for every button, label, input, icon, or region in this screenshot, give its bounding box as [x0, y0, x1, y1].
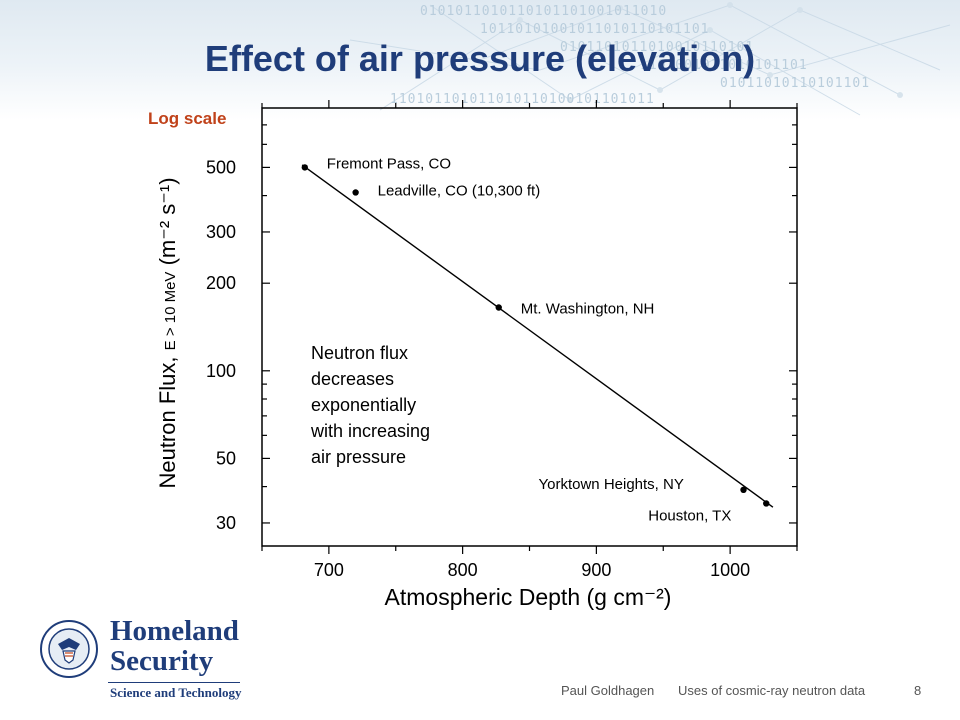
exponential-fit-line — [301, 164, 774, 508]
y-tick-label: 100 — [206, 361, 236, 381]
annotation-line: with increasing — [311, 421, 431, 441]
plot-frame — [261, 107, 798, 547]
y-axis-label-sub: E > 10 MeV — [162, 271, 179, 351]
network-pattern-graphic — [349, 2, 951, 116]
data-point — [352, 189, 359, 196]
data-point-label: Yorktown Heights, NY — [539, 476, 684, 493]
y-tick-label: 500 — [206, 157, 236, 177]
brand-wordmark: Homeland Security — [110, 616, 239, 676]
data-point-label: Mt. Washington, NH — [521, 301, 655, 318]
dhs-seal-icon — [40, 620, 98, 678]
binary-decoration: 110101101011010110100101101011 — [390, 92, 655, 107]
header-banner: 0101011010110101101001011010 10110101001… — [0, 0, 960, 120]
data-point-label: Fremont Pass, CO — [327, 155, 451, 172]
data-point — [763, 500, 770, 507]
x-axis-label: Atmospheric Depth (g cm⁻²) — [384, 584, 672, 610]
brand-divider — [108, 682, 240, 683]
chart-annotation: Neutron flux decreases exponentially wit… — [311, 340, 481, 470]
x-tick-label: 700 — [314, 560, 344, 580]
binary-decoration: 01011010110101101 — [720, 76, 871, 91]
annotation-line: decreases — [311, 369, 395, 389]
y-tick-label: 50 — [216, 448, 236, 468]
binary-decoration: 0101011010110101101001011010 — [420, 4, 668, 19]
binary-decoration: 0101101011010010110101 — [560, 40, 755, 55]
y-axis-label-unit: (m⁻² s⁻¹) — [155, 177, 180, 266]
annotation-line: exponentially — [311, 395, 417, 415]
data-point — [495, 304, 502, 311]
annotation-line: air pressure — [311, 447, 407, 467]
data-point — [301, 164, 308, 171]
binary-decoration: 10110101001011010110101101 — [480, 22, 710, 37]
footer-author: Paul Goldhagen — [561, 683, 655, 698]
log-scale-note: Log scale — [148, 109, 227, 128]
y-tick-label: 200 — [206, 273, 236, 293]
x-tick-label: 1000 — [710, 560, 750, 580]
y-axis-label-main: Neutron Flux, — [155, 356, 180, 489]
binary-decoration: 1101001011010101101 — [640, 58, 808, 73]
slide-title: Effect of air pressure (elevation) — [204, 38, 756, 79]
y-tick-label: 300 — [206, 222, 236, 242]
x-tick-label: 800 — [448, 560, 478, 580]
y-axis-label: Neutron Flux, E > 10 MeV (m⁻² s⁻¹) — [155, 177, 181, 488]
annotation-line: Neutron flux — [311, 343, 409, 363]
footer-topic: Uses of cosmic-ray neutron data — [678, 683, 866, 698]
x-tick-label: 900 — [581, 560, 611, 580]
brand-subline: Science and Technology — [110, 685, 242, 700]
brand-line-1: Homeland — [110, 615, 239, 647]
brand-line-2: Security — [110, 645, 214, 677]
y-tick-label: 30 — [216, 513, 236, 533]
footer-page-number: 8 — [914, 683, 922, 698]
data-point — [740, 486, 747, 494]
data-point-label: Houston, TX — [648, 507, 731, 524]
data-point-label: Leadville, CO (10,300 ft) — [378, 182, 541, 199]
